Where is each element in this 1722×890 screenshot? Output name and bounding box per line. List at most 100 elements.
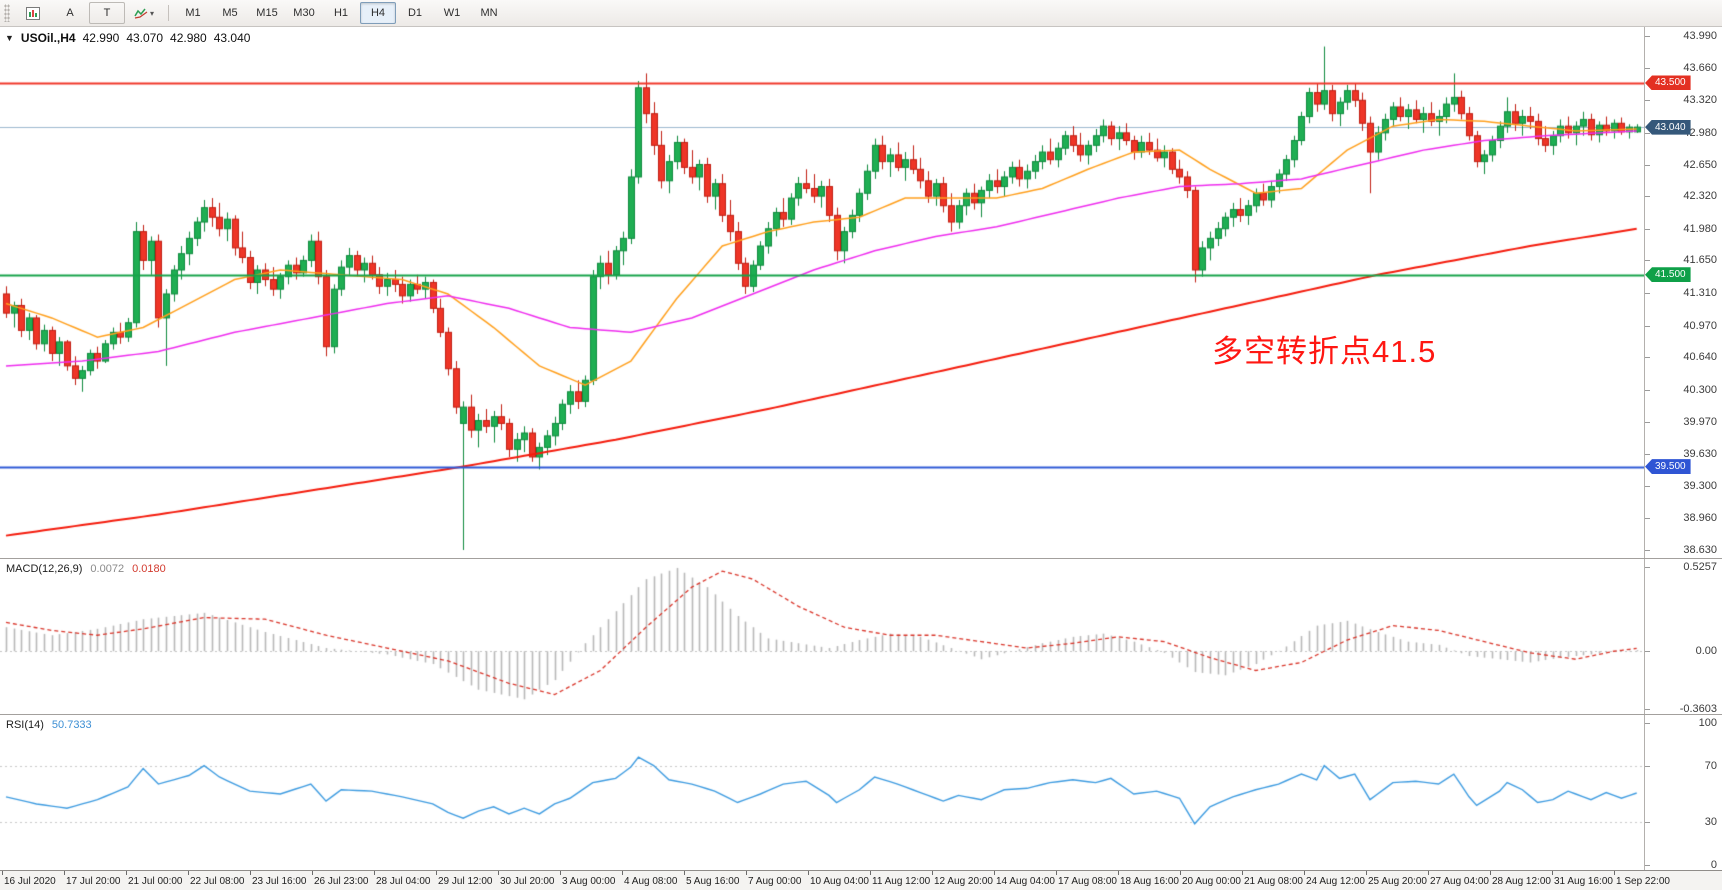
rsi-tick: 100 xyxy=(1698,717,1717,729)
timeframe-m1-button[interactable]: M1 xyxy=(185,7,201,19)
scale-tick-mark xyxy=(1645,357,1650,359)
price-tick: 42.980 xyxy=(1683,126,1717,139)
time-label: 4 Aug 08:00 xyxy=(624,876,678,887)
time-tick-mark xyxy=(498,871,499,875)
price-tag-39500: 39.500 xyxy=(1645,459,1691,475)
time-tick-mark xyxy=(126,871,127,875)
scale-tick-mark xyxy=(1645,518,1650,520)
time-label: 12 Aug 20:00 xyxy=(934,876,993,887)
time-tick-mark xyxy=(1428,871,1429,875)
time-label: 17 Aug 08:00 xyxy=(1058,876,1117,887)
symbol-label: USOil.,H4 xyxy=(20,31,76,45)
timeframe-m5-button[interactable]: M5 xyxy=(222,7,238,19)
price-tick: 41.310 xyxy=(1683,287,1717,299)
time-tick-mark xyxy=(1304,871,1305,875)
time-tick-mark xyxy=(994,871,995,875)
macd-histogram-value: 0.0072 xyxy=(90,563,125,575)
macd-chart[interactable] xyxy=(0,559,1644,715)
rsi-tick: 30 xyxy=(1704,816,1717,829)
time-label: 26 Jul 23:00 xyxy=(314,876,369,887)
price-tick: 41.650 xyxy=(1683,254,1717,267)
price-tick: 42.650 xyxy=(1683,158,1717,171)
timeframe-group: M1 M5 M15 M30 H1 H4 D1 W1 MN xyxy=(175,2,507,24)
time-tick-mark xyxy=(1614,871,1615,875)
rsi-chart[interactable] xyxy=(0,715,1644,871)
scale-tick-mark xyxy=(1645,865,1650,866)
toolbar-grip[interactable] xyxy=(4,4,10,22)
time-label: 30 Jul 20:00 xyxy=(500,876,555,887)
price-tick: 39.630 xyxy=(1683,448,1717,461)
time-label: 28 Jul 04:00 xyxy=(376,876,431,887)
price-tick: 43.990 xyxy=(1683,30,1717,42)
time-tick-mark xyxy=(2,871,3,875)
time-label: 22 Jul 08:00 xyxy=(190,876,245,887)
chart-title: ▼ USOil.,H4 42.990 43.070 42.980 43.040 xyxy=(5,31,250,45)
time-scale[interactable]: 16 Jul 2020 17 Jul 20:00 21 Jul 00:00 22 Ju… xyxy=(0,870,1722,890)
scale-tick-mark xyxy=(1645,567,1650,568)
collapse-arrow-icon[interactable]: ▼ xyxy=(5,33,14,43)
time-label: 27 Aug 04:00 xyxy=(1430,876,1489,887)
time-tick-mark xyxy=(808,871,809,875)
price-tick: 38.630 xyxy=(1683,544,1717,556)
chart-grid-button[interactable] xyxy=(15,2,51,24)
scale-tick-mark xyxy=(1645,454,1650,456)
scale-tick-mark xyxy=(1645,822,1650,824)
text-tool-button[interactable]: T xyxy=(89,2,125,24)
price-tick: 40.970 xyxy=(1683,319,1717,332)
rsi-panel: RSI(14) 50.7333 100 70 30 0 xyxy=(0,714,1722,871)
macd-scale[interactable]: 0.5257 0.00 -0.3603 xyxy=(1644,559,1722,715)
time-tick-mark xyxy=(746,871,747,875)
time-label: 14 Aug 04:00 xyxy=(996,876,1055,887)
timeframe-m30-button[interactable]: M30 xyxy=(293,7,315,19)
toolbar: A T ▾ M1 M5 M15 M30 H1 H4 D1 W1 MN xyxy=(0,0,1722,27)
time-tick-mark xyxy=(188,871,189,875)
time-label: 10 Aug 04:00 xyxy=(810,876,869,887)
toolbar-separator xyxy=(168,5,169,21)
time-label: 5 Aug 16:00 xyxy=(686,876,740,887)
label-tool-button[interactable]: A xyxy=(66,7,74,19)
rsi-name: RSI(14) xyxy=(6,719,44,731)
time-tick-mark xyxy=(374,871,375,875)
timeframe-h4-button[interactable]: H4 xyxy=(360,2,396,24)
timeframe-h1-button[interactable]: H1 xyxy=(333,7,349,19)
timeframe-m15-button[interactable]: M15 xyxy=(256,7,278,19)
timeframe-mn-button[interactable]: MN xyxy=(480,7,498,19)
price-tick: 43.660 xyxy=(1683,61,1717,74)
time-label: 25 Aug 20:00 xyxy=(1368,876,1427,887)
annotation-text: 多空转折点41.5 xyxy=(1212,334,1437,369)
time-label: 20 Aug 00:00 xyxy=(1182,876,1241,887)
indicators-icon xyxy=(134,7,148,19)
indicators-button[interactable]: ▾ xyxy=(126,2,162,24)
scale-tick-mark xyxy=(1645,651,1650,653)
timeframe-w1-button[interactable]: W1 xyxy=(443,7,461,19)
macd-tick: 0.5257 xyxy=(1683,561,1717,573)
timeframe-d1-button[interactable]: D1 xyxy=(407,7,423,19)
macd-tick: -0.3603 xyxy=(1679,703,1717,715)
time-tick-mark xyxy=(1056,871,1057,875)
scale-tick-mark xyxy=(1645,485,1650,487)
main-chart-panel: ▼ USOil.,H4 42.990 43.070 42.980 43.040 … xyxy=(0,26,1722,558)
high-value: 43.070 xyxy=(126,31,164,45)
time-tick-mark xyxy=(684,871,685,875)
price-tick: 41.980 xyxy=(1683,222,1717,235)
time-label: 18 Aug 16:00 xyxy=(1120,876,1179,887)
rsi-scale[interactable]: 100 70 30 0 xyxy=(1644,715,1722,871)
price-tick: 39.970 xyxy=(1683,415,1717,428)
price-tick: 40.300 xyxy=(1683,383,1717,396)
time-tick-mark xyxy=(1118,871,1119,875)
price-tick: 42.320 xyxy=(1683,190,1717,203)
time-tick-mark xyxy=(622,871,623,875)
time-tick-mark xyxy=(1366,871,1367,875)
low-value: 42.980 xyxy=(170,31,207,45)
scale-tick-mark xyxy=(1645,100,1650,102)
time-tick-mark xyxy=(1552,871,1553,875)
price-tag-43500: 43.500 xyxy=(1645,75,1691,91)
time-label: 3 Aug 00:00 xyxy=(562,876,616,887)
time-label: 21 Jul 00:00 xyxy=(128,876,183,887)
chart-window: ▼ USOil.,H4 42.990 43.070 42.980 43.040 … xyxy=(0,26,1722,890)
price-scale[interactable]: 43.990 43.660 43.320 42.980 42.650 42.320 41.9… xyxy=(1644,26,1722,558)
candlestick-chart[interactable] xyxy=(0,26,1644,558)
time-tick-mark xyxy=(870,871,871,875)
rsi-value: 50.7333 xyxy=(51,719,92,731)
dropdown-caret-icon: ▾ xyxy=(149,8,154,18)
